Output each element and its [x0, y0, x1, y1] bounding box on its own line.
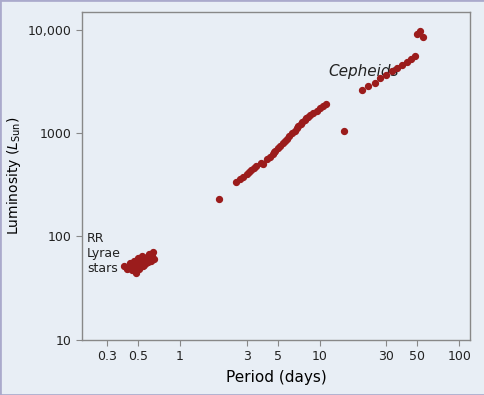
- Y-axis label: Luminosity ($\it{L}$$_\mathsf{Sun}$): Luminosity ($\it{L}$$_\mathsf{Sun}$): [4, 117, 23, 235]
- Point: [410, 53, 418, 59]
- Point: [123, 266, 131, 273]
- Point: [363, 83, 371, 89]
- Point: [304, 113, 312, 120]
- Point: [147, 258, 154, 264]
- Point: [293, 125, 301, 131]
- Point: [280, 137, 288, 144]
- Point: [142, 260, 150, 267]
- Point: [150, 256, 157, 263]
- Point: [143, 254, 151, 260]
- Point: [406, 56, 414, 62]
- Point: [236, 176, 243, 182]
- Point: [275, 142, 283, 149]
- Point: [312, 108, 320, 114]
- X-axis label: Period (days): Period (days): [226, 370, 326, 385]
- Point: [294, 123, 302, 129]
- Point: [273, 145, 281, 151]
- Point: [144, 258, 151, 265]
- Point: [290, 128, 298, 134]
- Point: [136, 256, 144, 263]
- Point: [140, 262, 148, 268]
- Point: [318, 103, 326, 109]
- Point: [257, 160, 264, 166]
- Point: [282, 136, 290, 142]
- Point: [375, 75, 383, 81]
- Point: [242, 171, 250, 177]
- Point: [231, 179, 239, 185]
- Point: [302, 115, 309, 121]
- Point: [138, 263, 146, 269]
- Point: [146, 255, 153, 261]
- Point: [134, 264, 142, 271]
- Point: [148, 253, 155, 259]
- Point: [133, 259, 140, 265]
- Point: [321, 101, 329, 107]
- Point: [402, 59, 410, 65]
- Point: [141, 256, 149, 263]
- Point: [126, 260, 134, 267]
- Point: [300, 117, 308, 123]
- Point: [271, 147, 278, 154]
- Point: [263, 156, 271, 162]
- Point: [315, 105, 323, 111]
- Point: [238, 173, 246, 180]
- Point: [130, 264, 138, 271]
- Point: [131, 263, 139, 269]
- Point: [305, 112, 313, 118]
- Point: [388, 68, 395, 74]
- Point: [140, 258, 148, 264]
- Point: [284, 133, 292, 139]
- Point: [130, 258, 138, 264]
- Point: [125, 264, 133, 271]
- Point: [270, 149, 277, 155]
- Point: [266, 154, 273, 160]
- Point: [393, 65, 400, 71]
- Point: [357, 87, 365, 94]
- Point: [382, 71, 390, 78]
- Point: [258, 161, 266, 167]
- Point: [415, 28, 423, 34]
- Point: [250, 165, 257, 171]
- Point: [309, 109, 317, 116]
- Point: [279, 139, 287, 146]
- Point: [287, 130, 295, 136]
- Point: [135, 266, 143, 273]
- Text: RR
Lyrae
stars: RR Lyrae stars: [87, 232, 121, 275]
- Point: [413, 30, 421, 37]
- Point: [149, 249, 156, 256]
- Point: [129, 262, 136, 268]
- Text: Cepheids: Cepheids: [328, 64, 398, 79]
- Point: [340, 128, 348, 134]
- Point: [418, 34, 426, 40]
- Point: [137, 253, 145, 259]
- Point: [145, 250, 152, 257]
- Point: [296, 121, 304, 127]
- Point: [127, 267, 135, 273]
- Point: [268, 151, 276, 157]
- Point: [215, 196, 223, 202]
- Point: [252, 163, 259, 169]
- Point: [244, 169, 252, 175]
- Point: [397, 62, 405, 68]
- Point: [371, 79, 378, 86]
- Point: [298, 119, 305, 125]
- Point: [131, 270, 139, 276]
- Point: [121, 263, 128, 269]
- Point: [246, 167, 254, 173]
- Point: [134, 255, 142, 261]
- Point: [136, 260, 144, 267]
